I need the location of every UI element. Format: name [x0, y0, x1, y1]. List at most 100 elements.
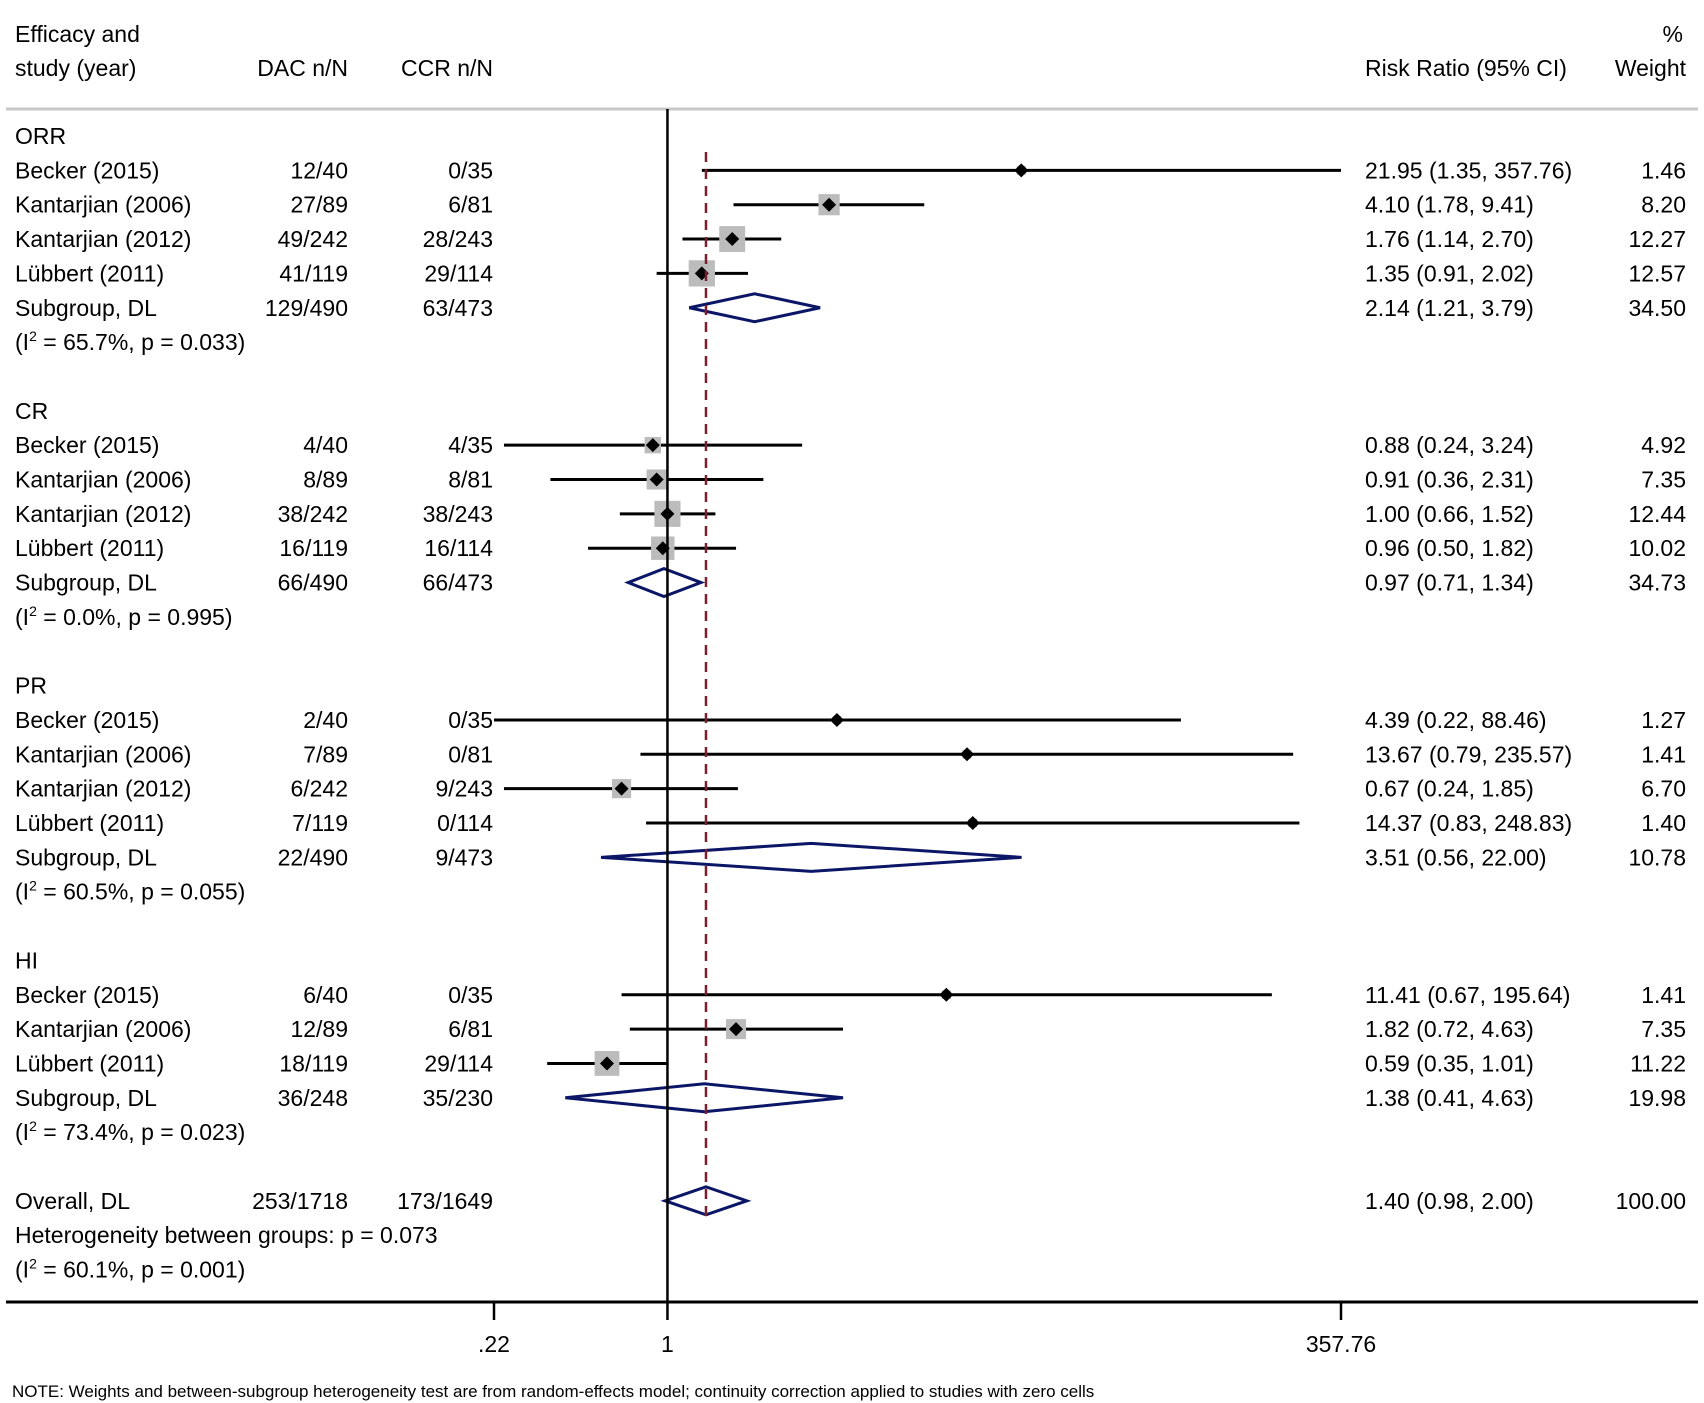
ci-text: 13.67 (0.79, 235.57): [1365, 741, 1572, 767]
weight-value: 7.35: [1641, 1016, 1686, 1042]
header-dac: DAC n/N: [257, 55, 348, 81]
ccr-value: 6/81: [448, 1016, 493, 1042]
forest-marks: [494, 109, 1341, 1302]
header-study-line1: Efficacy and: [15, 21, 140, 47]
subgroup-weight: 10.78: [1628, 844, 1686, 870]
weight-value: 4.92: [1641, 432, 1686, 458]
weight-value: 1.41: [1641, 741, 1686, 767]
dac-value: 6/242: [290, 776, 348, 802]
study-label: Kantarjian (2012): [15, 776, 191, 802]
subgroup-diamond: [688, 292, 821, 324]
weight-value: 1.46: [1641, 157, 1686, 183]
study-label: Kantarjian (2012): [15, 226, 191, 252]
group-label: HI: [15, 947, 38, 973]
ccr-value: 29/114: [424, 260, 493, 286]
point-estimate: [729, 1022, 744, 1037]
ci-text: 0.96 (0.50, 1.82): [1365, 535, 1534, 561]
subgroup-label: Subgroup, DL: [15, 570, 157, 596]
study-label: Lübbert (2011): [15, 1050, 164, 1076]
heterogeneity-text-sup: 2: [29, 1118, 37, 1134]
heterogeneity-text-post: = 0.0%, p = 0.995): [37, 604, 233, 630]
subgroup-weight: 19.98: [1628, 1085, 1686, 1111]
weight-value: 12.57: [1628, 260, 1686, 286]
weight-value: 10.02: [1628, 535, 1686, 561]
ccr-value: 38/243: [423, 501, 493, 527]
dac-value: 7/119: [292, 810, 348, 836]
ci-text: 14.37 (0.83, 248.83): [1365, 810, 1572, 836]
dac-value: 38/242: [278, 501, 348, 527]
heterogeneity-text-pre: (I: [15, 879, 29, 905]
ccr-value: 29/114: [424, 1050, 493, 1076]
dac-value: 6/40: [303, 982, 348, 1008]
heterogeneity-text: (I2 = 0.0%, p = 0.995): [15, 603, 233, 630]
overall-heterogeneity-text-sup: 2: [29, 1256, 37, 1272]
study-label: Becker (2015): [15, 432, 159, 458]
ci-text: 1.00 (0.66, 1.52): [1365, 501, 1534, 527]
dac-value: 4/40: [303, 432, 348, 458]
point-estimate: [960, 747, 975, 762]
x-tick-label: .22: [478, 1331, 510, 1357]
header-weight-line1: %: [1663, 21, 1683, 47]
study-label: Kantarjian (2006): [15, 741, 191, 767]
study-label: Lübbert (2011): [15, 260, 164, 286]
ci-text: 0.88 (0.24, 3.24): [1365, 432, 1534, 458]
subgroup-ci-text: 3.51 (0.56, 22.00): [1365, 844, 1547, 870]
subgroup-ccr: 35/230: [423, 1085, 493, 1111]
ccr-value: 0/35: [448, 157, 493, 183]
study-label: Becker (2015): [15, 982, 159, 1008]
dac-value: 41/119: [279, 260, 348, 286]
subgroup-ci-text: 2.14 (1.21, 3.79): [1365, 295, 1534, 321]
dac-value: 16/119: [279, 535, 348, 561]
point-estimate: [829, 712, 844, 727]
heterogeneity-text-post: = 73.4%, p = 0.023): [37, 1119, 245, 1145]
heterogeneity-text: (I2 = 60.5%, p = 0.055): [15, 878, 245, 905]
ci-text: 0.67 (0.24, 1.85): [1365, 776, 1534, 802]
x-tick-label: 357.76: [1306, 1331, 1376, 1357]
point-estimate: [725, 232, 740, 247]
subgroup-diamond: [565, 1082, 844, 1114]
x-axis: .22 1 357.76 NOTE: Weights and between-subg…: [6, 1300, 1698, 1401]
point-estimate: [1014, 163, 1029, 178]
overall-heterogeneity-text-pre: (I: [15, 1257, 29, 1283]
ccr-value: 0/81: [448, 741, 493, 767]
ccr-value: 28/243: [423, 226, 493, 252]
subgroup-label: Subgroup, DL: [15, 1085, 157, 1111]
ci-text: 0.59 (0.35, 1.01): [1365, 1050, 1534, 1076]
weight-value: 1.27: [1641, 707, 1686, 733]
overall-ccr: 173/1649: [397, 1188, 493, 1214]
study-label: Kantarjian (2006): [15, 1016, 191, 1042]
point-estimate: [645, 438, 660, 453]
dac-value: 18/119: [279, 1050, 348, 1076]
point-estimate: [822, 197, 837, 212]
study-label: Kantarjian (2006): [15, 192, 191, 218]
ccr-value: 4/35: [448, 432, 493, 458]
header-ccr: CCR n/N: [401, 55, 493, 81]
dac-value: 12/89: [290, 1016, 348, 1042]
study-label: Kantarjian (2006): [15, 467, 191, 493]
subgroup-diamond: [624, 566, 706, 599]
subgroup-label: Subgroup, DL: [15, 844, 157, 870]
point-estimate: [649, 472, 664, 487]
header-study-line2: study (year): [15, 55, 136, 81]
subgroup-dac: 129/490: [265, 295, 348, 321]
heterogeneity-text-sup: 2: [29, 878, 37, 894]
ci-text: 11.41 (0.67, 195.64): [1365, 982, 1570, 1008]
group-label: CR: [15, 398, 48, 424]
weight-value: 1.41: [1641, 982, 1686, 1008]
subgroup-weight: 34.50: [1628, 295, 1686, 321]
ci-text: 21.95 (1.35, 357.76): [1365, 157, 1572, 183]
ci-text: 1.35 (0.91, 2.02): [1365, 260, 1534, 286]
dac-value: 7/89: [303, 741, 348, 767]
weight-value: 7.35: [1641, 467, 1686, 493]
subgroup-ci-text: 0.97 (0.71, 1.34): [1365, 570, 1534, 596]
study-label: Becker (2015): [15, 707, 159, 733]
weight-value: 11.22: [1630, 1050, 1686, 1076]
heterogeneity-text-pre: (I: [15, 1119, 29, 1145]
ci-text: 4.10 (1.78, 9.41): [1365, 192, 1534, 218]
overall-heterogeneity-text-post: = 60.1%, p = 0.001): [37, 1257, 245, 1283]
ccr-value: 6/81: [448, 192, 493, 218]
ccr-value: 16/114: [424, 535, 493, 561]
ccr-value: 0/114: [437, 810, 493, 836]
between-groups-text: Heterogeneity between groups: p = 0.073: [15, 1222, 438, 1248]
